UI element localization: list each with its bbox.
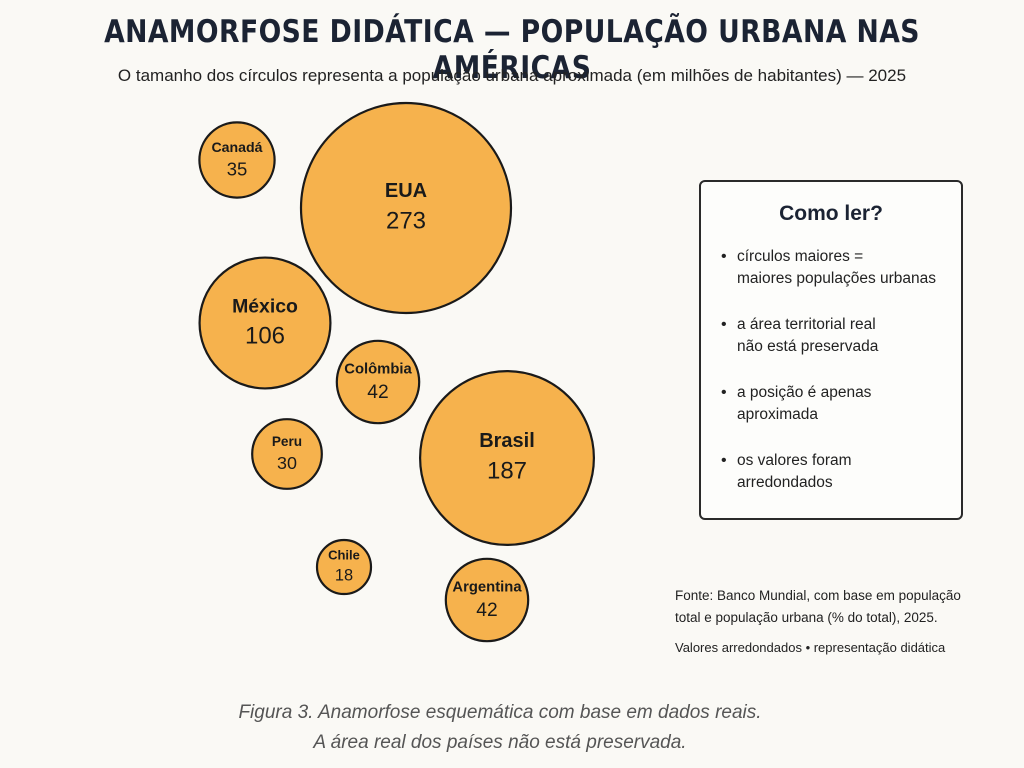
legend-item: • os valores foram arredondados [721, 450, 961, 494]
bubble-value: 106 [245, 322, 285, 349]
bubble-colombia: Colômbia 42 [335, 339, 421, 425]
bubble-mexico: México 106 [198, 256, 332, 390]
legend-item: • círculos maiores = maiores populações … [721, 246, 961, 290]
legend-title: Como ler? [779, 202, 883, 225]
legend-item-text: círculos maiores = maiores populações ur… [737, 248, 937, 287]
legend-box: Como ler? • círculos maiores = maiores p… [699, 180, 963, 520]
bubble-value: 273 [386, 208, 426, 235]
bubble-label: México [232, 295, 298, 317]
bubble-chile: Chile 18 [315, 538, 373, 596]
bubble-label: Brasil [479, 430, 535, 452]
caption-line-2: A área real dos países não está preserva… [313, 732, 687, 753]
bubble-circle-colombia [335, 339, 421, 425]
bullet-icon: • [721, 452, 727, 469]
caption-line-1: Figura 3. Anamorfose esquemática com bas… [238, 702, 762, 723]
rounding-note: Valores arredondados • representação did… [675, 640, 946, 655]
bubble-value: 42 [476, 600, 497, 621]
bubble-circle-brasil [418, 369, 596, 547]
legend-list: • círculos maiores = maiores populações … [701, 246, 961, 494]
bubble-circle-eua [299, 101, 513, 315]
bubble-label: Chile [328, 548, 360, 563]
bubble-circle-canada [198, 121, 276, 199]
bubble-circle-peru [251, 418, 323, 490]
bullet-icon: • [721, 248, 727, 265]
source-note: Fonte: Banco Mundial, com base em popula… [675, 588, 961, 625]
bubble-circle-argentina [444, 557, 530, 643]
bubble-value: 35 [227, 158, 248, 179]
bubble-circle-chile [315, 538, 373, 596]
bubble-canada: Canadá 35 [198, 121, 276, 199]
bubble-value: 18 [335, 567, 353, 585]
bubble-label: Colômbia [344, 362, 412, 378]
bubble-eua: EUA 273 [299, 101, 513, 315]
bubble-label: Canadá [211, 139, 262, 155]
figure-caption: Figura 3. Anamorfose esquemática com bas… [0, 698, 1024, 758]
bullet-icon: • [721, 316, 727, 333]
bubble-value: 187 [487, 458, 527, 485]
bubble-peru: Peru 30 [251, 418, 323, 490]
bubble-circle-mexico [198, 256, 332, 390]
bubble-value: 42 [367, 382, 388, 403]
bubble-label: Argentina [452, 580, 522, 596]
bubble-label: EUA [385, 180, 427, 202]
bubble-label: Peru [272, 434, 302, 449]
bullet-icon: • [721, 384, 727, 401]
bubble-argentina: Argentina 42 [444, 557, 530, 643]
legend-item: • a área territorial real não está prese… [721, 314, 961, 358]
legend-item-text: os valores foram arredondados [737, 452, 852, 491]
bubble-value: 30 [277, 453, 297, 473]
page-subtitle: O tamanho dos círculos representa a popu… [117, 66, 907, 85]
legend-item-text: a área territorial real não está preserv… [737, 316, 879, 355]
bubble-chart: Canadá 35 EUA 273 México 106 Colômbia 42 Peru 30 B… [198, 101, 596, 643]
legend-item: • a posição é apenas aproximada [721, 382, 961, 426]
legend-item-text: a posição é apenas aproximada [737, 384, 872, 423]
bubble-brasil: Brasil 187 [418, 369, 596, 547]
page-title: ANAMORFOSE DIDÁTICA — POPULAÇÃO URBANA N… [104, 14, 920, 86]
